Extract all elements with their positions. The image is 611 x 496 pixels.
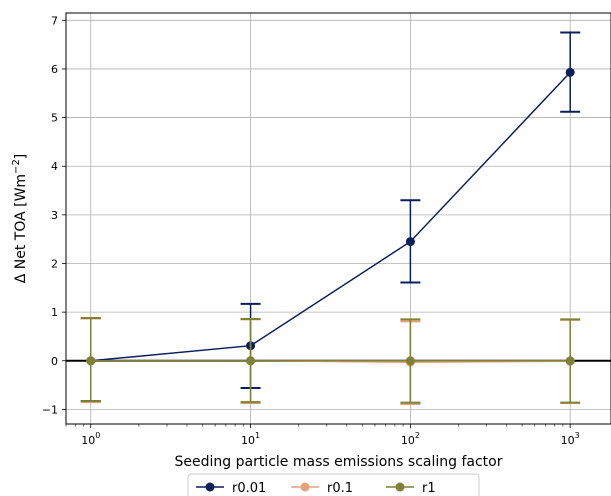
legend-label: r0.1 (327, 481, 353, 496)
legend-marker (205, 482, 215, 492)
y-axis: −1 0 1 2 3 4 5 6 7 (42, 14, 66, 416)
y-tick-label: 2 (51, 257, 58, 270)
series-r0.01 (80, 31, 581, 403)
x-tick-label: 100 (81, 431, 100, 447)
legend-frame (187, 473, 480, 496)
data-point (246, 356, 256, 366)
plot-frame (65, 12, 611, 425)
y-tick-label: 5 (51, 112, 58, 125)
y-tick-label: 3 (51, 209, 58, 222)
y-tick-label: 6 (51, 63, 58, 76)
data-point (565, 356, 575, 366)
y-tick-label: 1 (51, 306, 58, 319)
y-tick-label: 4 (51, 160, 58, 173)
legend-marker (395, 482, 405, 492)
x-tick-label: 103 (561, 431, 580, 447)
legend: r0.01 r0.1 r1 (187, 473, 480, 496)
y-axis-label-suffix: ] (13, 154, 29, 159)
data-point (405, 356, 415, 366)
y-axis-label: Δ Net TOA [Wm−2] (11, 154, 29, 284)
series-r1 (80, 316, 581, 404)
data-point (565, 67, 575, 77)
data-point (405, 237, 415, 247)
series-layer (80, 31, 581, 406)
legend-label: r1 (422, 481, 436, 496)
x-tick-label: 102 (401, 431, 420, 447)
legend-label: r0.01 (232, 481, 266, 496)
data-point (86, 356, 96, 366)
legend-marker (300, 482, 310, 492)
grid-lines (66, 13, 611, 424)
y-axis-label-exponent: −2 (11, 159, 22, 174)
y-tick-label: −1 (42, 403, 58, 416)
y-tick-label: 7 (51, 14, 58, 27)
y-axis-label-prefix: Δ Net TOA [Wm (13, 174, 29, 283)
x-axis: 100 101 102 103 (65, 424, 580, 447)
x-tick-label: 101 (241, 431, 260, 447)
y-tick-label: 0 (51, 355, 58, 368)
x-axis-label: Seeding particle mass emissions scaling … (175, 454, 503, 470)
series-line (90, 71, 571, 362)
